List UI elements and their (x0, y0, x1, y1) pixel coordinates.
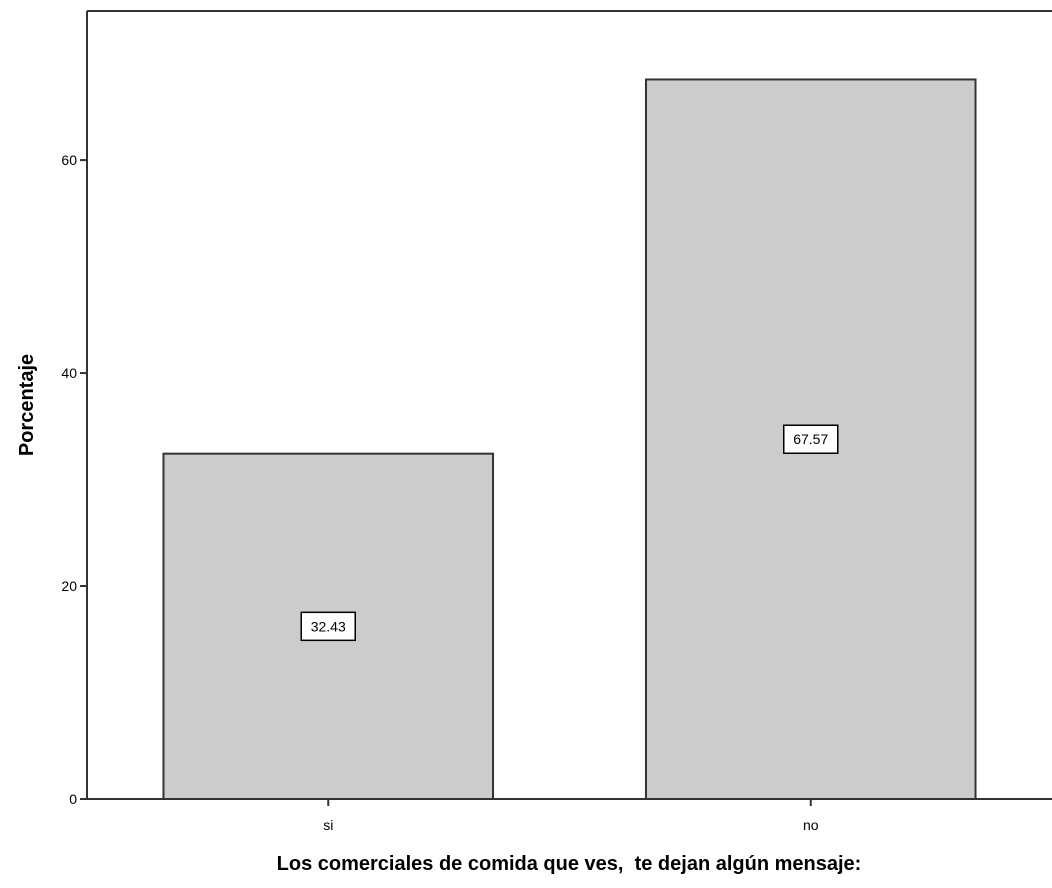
value-label-box (783, 424, 839, 454)
y-tick-label: 0 (69, 791, 77, 807)
y-axis-title: Porcentaje (16, 354, 38, 456)
y-tick-label: 60 (61, 152, 77, 168)
x-ticks: si no (323, 799, 819, 833)
y-tick-label: 20 (61, 578, 77, 594)
value-label-box (300, 611, 356, 642)
y-tick-label: 40 (61, 365, 77, 381)
y-ticks: 0 20 40 60 (61, 152, 87, 807)
x-axis-title: Los comerciales de comida que ves, te de… (277, 853, 862, 875)
value-label: 32.43 (311, 618, 346, 634)
bars (162, 78, 977, 800)
value-label: 67.57 (793, 431, 828, 447)
x-tick-label: si (323, 817, 333, 833)
x-tick-label: no (803, 817, 819, 833)
value-labels: 32.43 67.57 (300, 424, 839, 642)
